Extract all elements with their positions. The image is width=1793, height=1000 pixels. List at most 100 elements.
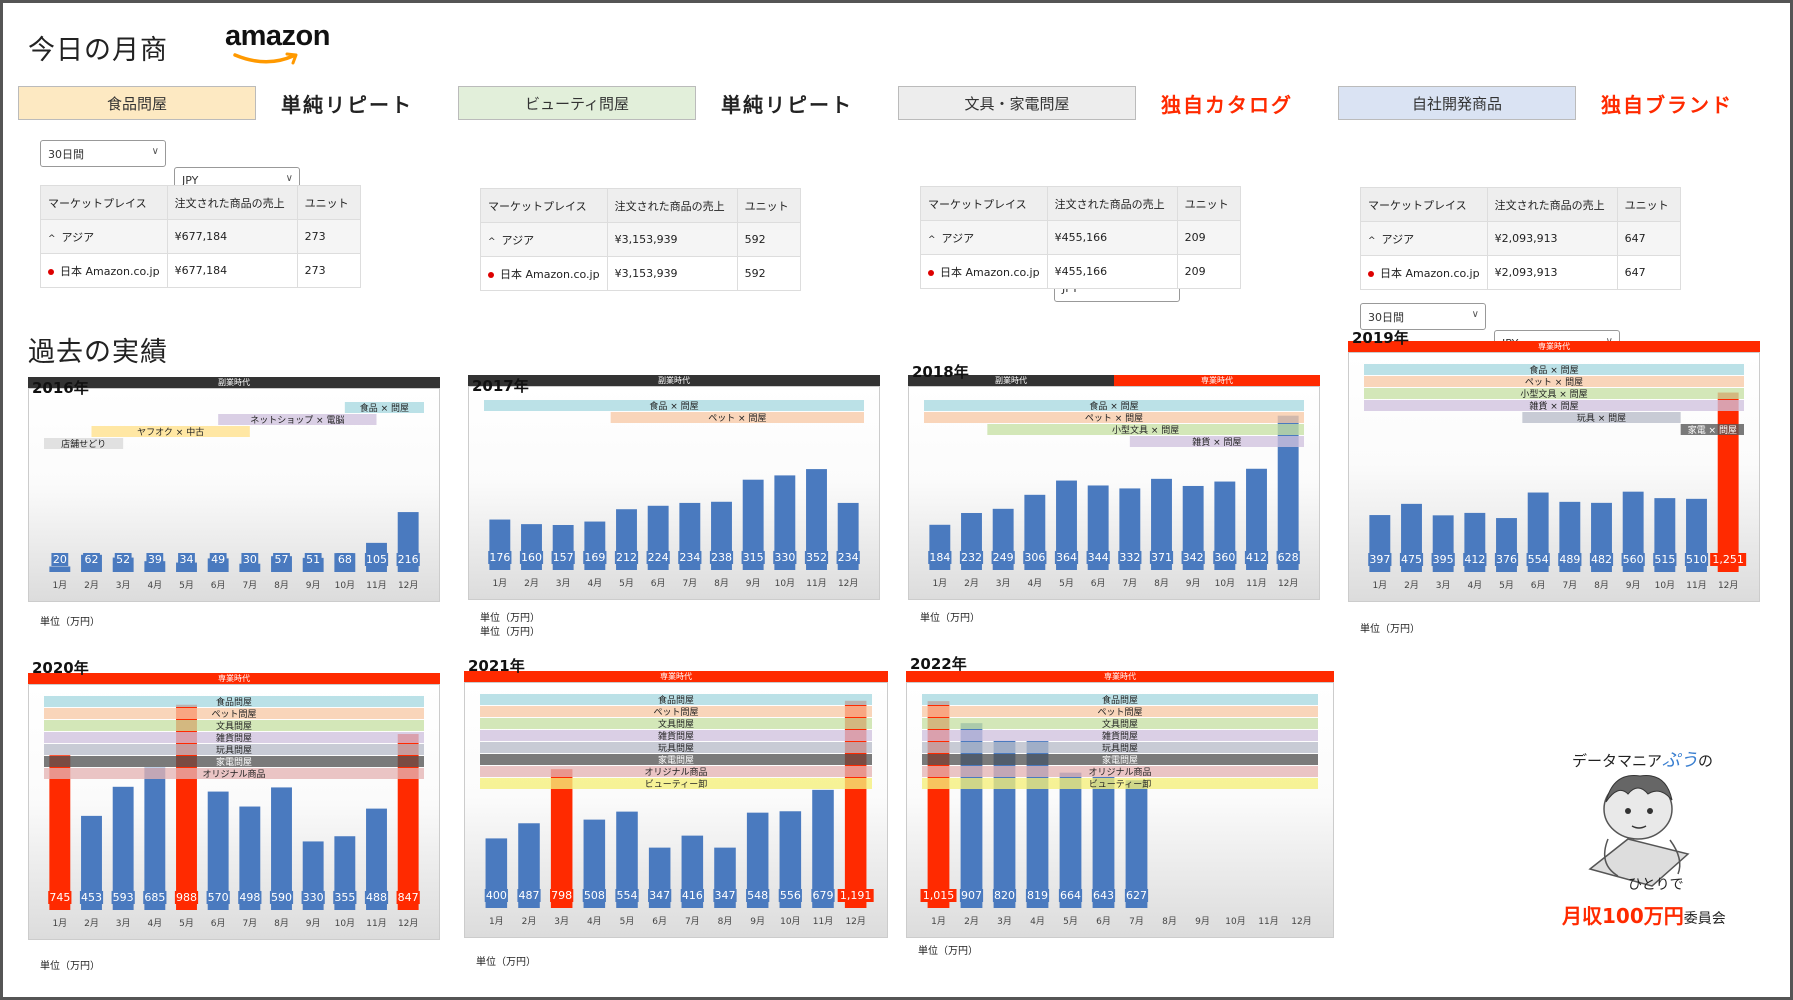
bar-2: [81, 815, 102, 910]
category-band: [1364, 388, 1744, 399]
col-sales: 注文された商品の売上: [606, 188, 738, 223]
band-label: 雑貨 × 問屋: [1529, 400, 1578, 412]
bar-11: [806, 469, 827, 570]
unit-label: 単位（万円）: [476, 957, 536, 968]
month-tick-label: 3月: [1436, 580, 1451, 591]
band-label: 家電 × 問屋: [1688, 424, 1737, 436]
category-band: [484, 400, 864, 411]
value-label-bg: [583, 551, 607, 564]
flag-dot-icon: [1368, 270, 1374, 277]
caret-up-icon[interactable]: ^: [1368, 235, 1376, 246]
col-marketplace: マーケットプレイス: [480, 188, 608, 223]
caret-up-icon[interactable]: ^: [48, 233, 56, 244]
month-tick-label: 10月: [780, 916, 800, 927]
value-label-bg: [174, 891, 199, 904]
col-marketplace: マーケットプレイス: [40, 185, 168, 220]
region-cell[interactable]: ^ アジア: [920, 220, 1048, 255]
value-label-bg: [396, 553, 420, 566]
category-band: [44, 708, 424, 719]
category-band: [924, 412, 1304, 423]
value-label-bg: [304, 553, 322, 566]
value-label: 347: [715, 889, 736, 902]
value-label: 355: [334, 891, 355, 904]
month-tick-label: 11月: [1246, 578, 1266, 589]
value-label-bg: [1054, 551, 1079, 564]
value-label: 234: [679, 551, 700, 564]
band-label: 食品 × 問屋: [649, 400, 698, 412]
region-cell[interactable]: ^ アジア: [40, 219, 168, 254]
value-label: 238: [711, 551, 732, 564]
table-row-region[interactable]: ^ アジア ¥455,166 209: [920, 220, 1241, 255]
month-tick-label: 9月: [746, 578, 761, 589]
bar-9: [742, 479, 764, 570]
value-label-bg: [741, 551, 765, 564]
value-label: 160: [521, 551, 542, 564]
value-label: 376: [1496, 553, 1517, 566]
value-label: 554: [617, 889, 638, 902]
era-bar: 副業時代: [468, 375, 880, 386]
sales-table: マーケットプレイス 注文された商品の売上 ユニット ^ アジア ¥677,184 273 日本…: [40, 185, 361, 288]
month-tick-label: 1月: [489, 916, 504, 927]
value-label: 249: [993, 551, 1014, 564]
chart-year-label: 2016年: [32, 379, 89, 397]
band-label: ビューティー卸: [645, 778, 707, 790]
band-label: 食品 × 問屋: [360, 402, 409, 414]
chart-year-label: 2020年: [32, 659, 89, 677]
bar-11: [366, 808, 387, 910]
value-label: 216: [398, 553, 419, 566]
value-label-bg: [920, 889, 957, 902]
month-tick-label: 10月: [1215, 578, 1235, 589]
value-label-bg: [746, 889, 770, 902]
sales-table: マーケットプレイス 注文された商品の売上 ユニット ^ アジア ¥455,166 209 日本…: [920, 186, 1241, 289]
caret-up-icon[interactable]: ^: [488, 236, 496, 247]
unit-label: 単位（万円）: [480, 613, 540, 624]
value-label-bg: [1058, 889, 1083, 902]
value-label-bg: [1589, 553, 1614, 566]
value-label-bg: [1621, 553, 1645, 566]
period-select[interactable]: 30日間 ∨: [40, 140, 166, 167]
category-band: [922, 778, 1318, 789]
month-tick-label: 7月: [1129, 916, 1144, 927]
value-label-bg: [1276, 551, 1300, 564]
mascot-text-post: の: [1698, 752, 1714, 770]
value-label: 819: [1027, 889, 1048, 902]
value-label-bg: [992, 889, 1017, 902]
value-label: 847: [398, 891, 419, 904]
value-label-bg: [1023, 551, 1047, 564]
region-cell[interactable]: ^ アジア: [1360, 221, 1488, 256]
era-bar: 専業時代: [464, 671, 888, 682]
band-label: ビューティー卸: [1089, 778, 1151, 790]
mascot-text-accent: ぷう: [1662, 750, 1699, 771]
value-label-bg: [1181, 551, 1205, 564]
month-tick-label: 6月: [651, 578, 666, 589]
value-label: 412: [1464, 553, 1485, 566]
value-label: 68: [338, 553, 352, 566]
table-row-region[interactable]: ^ アジア ¥677,184 273: [40, 219, 361, 254]
bar-9: [1182, 485, 1204, 570]
value-label-bg: [206, 891, 230, 904]
value-label: 508: [584, 889, 605, 902]
value-label-bg: [550, 889, 574, 902]
month-tick-label: 10月: [335, 918, 355, 929]
sales-table: マーケットプレイス 注文された商品の売上 ユニット ^ アジア ¥2,093,913 647…: [1360, 187, 1681, 290]
category-band: [480, 778, 872, 789]
value-label-bg: [336, 553, 354, 566]
value-label: 212: [616, 551, 637, 564]
table-row-region[interactable]: ^ アジア ¥2,093,913 647: [1360, 221, 1681, 256]
band-label: 雑貨 × 問屋: [1192, 436, 1241, 448]
value-label-bg: [83, 553, 100, 566]
value-label: 1,251: [1712, 553, 1744, 566]
col-units: ユニット: [736, 188, 801, 223]
era-bar: 専業時代: [28, 673, 440, 684]
period-select[interactable]: 30日間 ∨: [1360, 303, 1486, 330]
region-cell[interactable]: ^ アジア: [480, 222, 608, 257]
month-tick-label: 4月: [1030, 916, 1045, 927]
caret-up-icon[interactable]: ^: [928, 234, 936, 245]
month-tick-label: 12月: [1291, 916, 1311, 927]
era-bar: 専業時代: [1114, 375, 1320, 386]
value-label: 498: [239, 891, 260, 904]
value-label-bg: [1399, 553, 1424, 566]
amazon-logo-text: amazon: [225, 20, 330, 52]
table-row-region[interactable]: ^ アジア ¥3,153,939 592: [480, 222, 801, 257]
